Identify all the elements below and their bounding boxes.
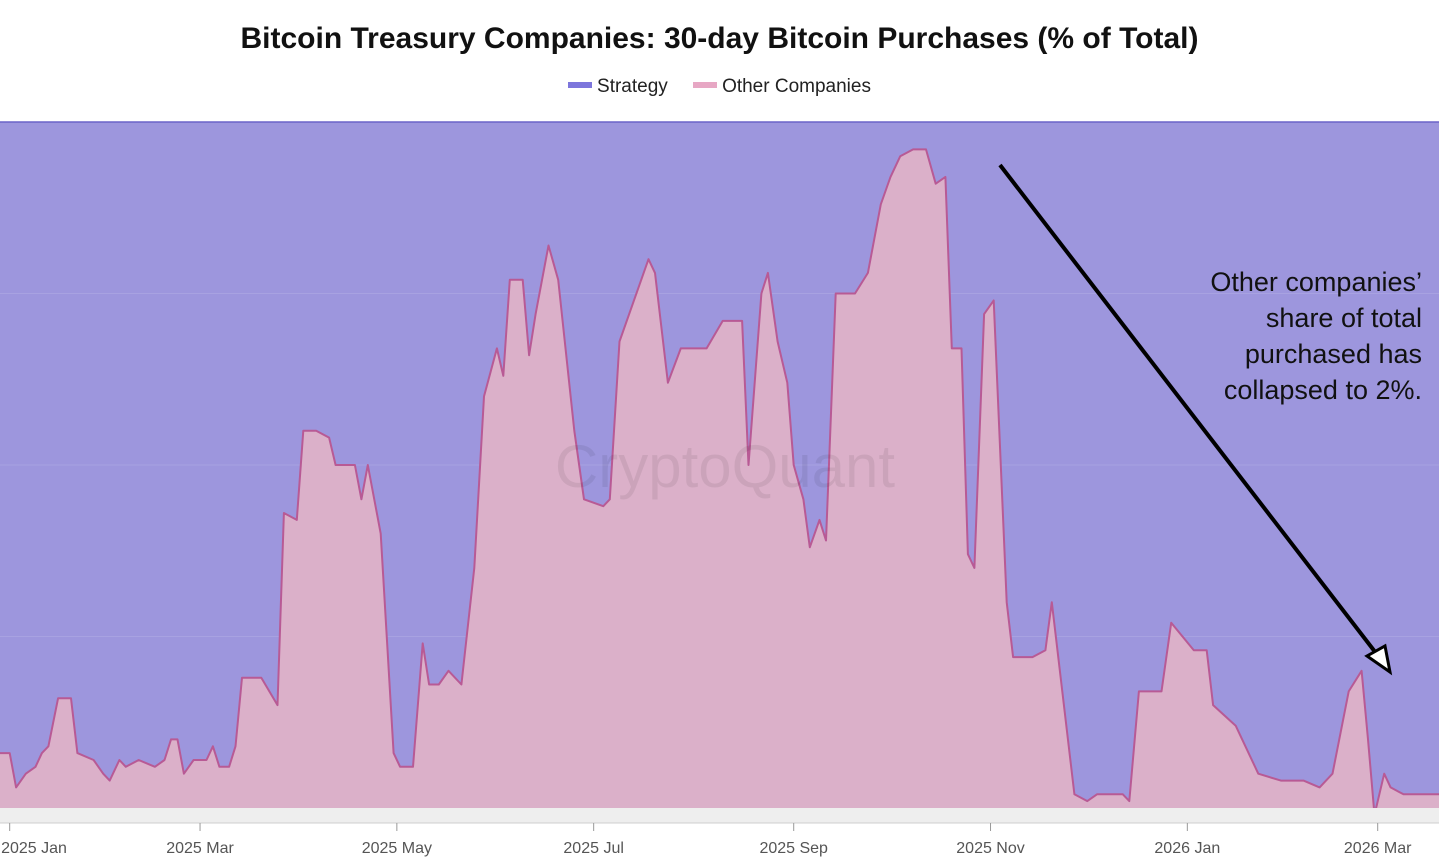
series-area-other-companies [0,149,1439,823]
legend: Strategy Other Companies [0,76,1439,98]
x-tick-label: 2025 Sep [759,840,828,857]
x-tick-label: 2025 Jan [1,840,67,857]
legend-swatch-strategy [568,81,593,88]
legend-label-strategy: Strategy [597,76,668,97]
watermark: CryptoQuant [555,433,895,500]
x-tick-label: 2025 May [362,840,432,857]
annotation-line-2: share of total [1265,303,1422,333]
legend-item-other-companies[interactable]: Other Companies [693,76,871,98]
legend-swatch-other-companies [693,81,718,88]
x-tick-label: 2025 Jul [563,840,624,857]
annotation: Other companies’ share of total purchase… [1210,264,1422,408]
x-tick-label: 2026 Mar [1344,840,1412,857]
x-tick-label: 2025 Mar [166,840,234,857]
legend-item-strategy[interactable]: Strategy [568,76,668,98]
x-axis: 2025 Jan 2025 Mar 2025 May 2025 Jul 2025 Sep… [0,808,1439,857]
arrow-head [1364,643,1393,676]
annotation-line-1: Other companies’ [1210,267,1422,297]
series-layer [0,121,1439,823]
annotation-line-4: collapsed to 2%. [1223,375,1422,405]
x-tick-label: 2025 Nov [956,840,1025,857]
axis-band [0,808,1439,823]
legend-label-other-companies: Other Companies [722,76,871,97]
x-tick-label: 2026 Jan [1154,840,1220,857]
annotation-line-3: purchased has [1244,339,1422,369]
chart-title: Bitcoin Treasury Companies: 30-day Bitco… [240,22,1199,55]
arrow-shaft [998,163,1381,659]
series-line-other-companies [0,148,1439,816]
annotation-arrow [998,163,1393,676]
